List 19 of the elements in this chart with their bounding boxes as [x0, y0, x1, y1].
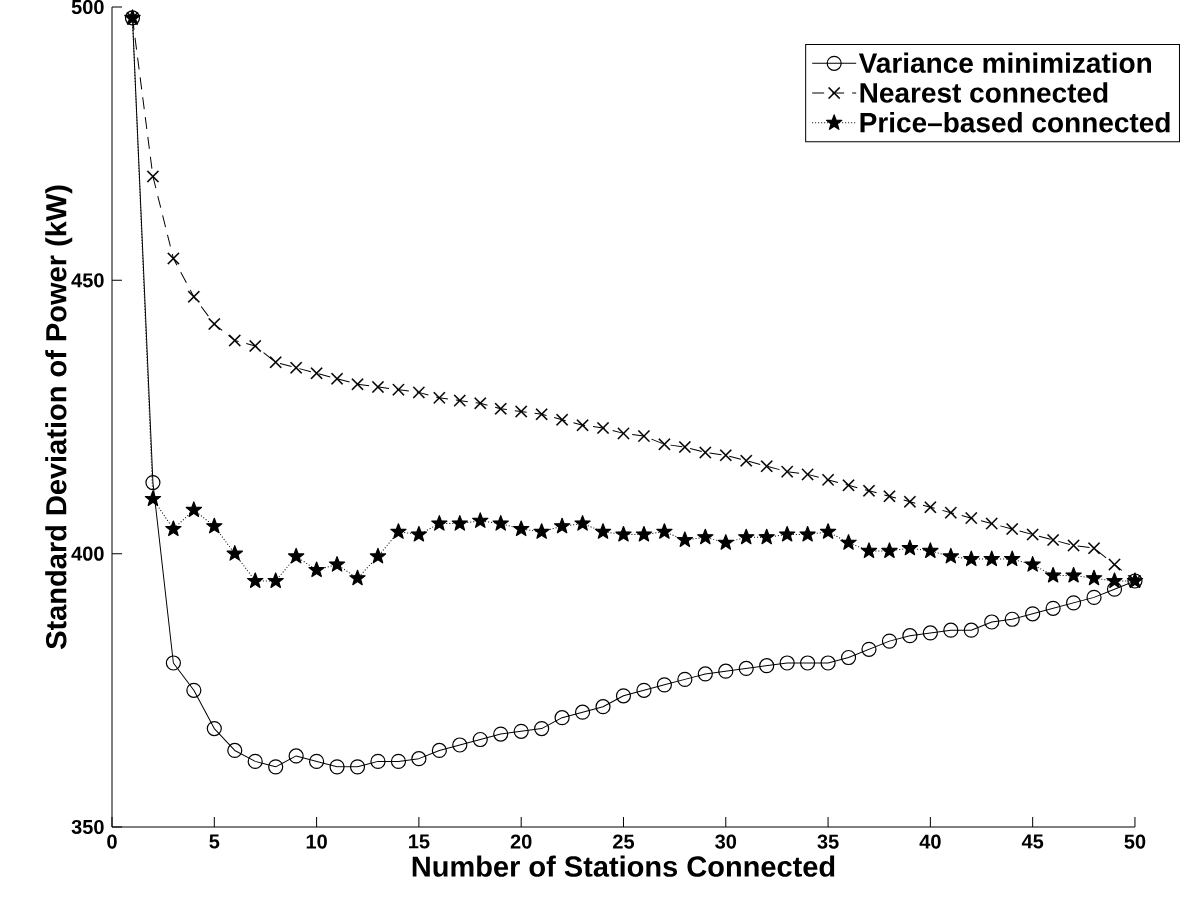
legend-label: Variance minimization [858, 52, 1152, 73]
x-tick-label: 25 [613, 834, 635, 849]
x-tick-label: 20 [510, 834, 532, 849]
x-tick-label: 5 [209, 834, 220, 849]
x-tick-label: 15 [409, 834, 430, 849]
x-tick-label: 50 [1124, 834, 1146, 849]
y-tick-label: 400 [71, 546, 104, 561]
x-axis-title: Number of Stations Connected [412, 855, 835, 877]
x-tick-label: 10 [306, 834, 327, 849]
y-tick-label: 500 [71, 0, 104, 15]
legend-label: Price–based connected [860, 111, 1170, 133]
x-tick-label: 45 [1021, 834, 1044, 849]
legend-label: Nearest connected [860, 82, 1108, 103]
y-tick-label: 450 [71, 273, 104, 288]
x-tick-label: 40 [919, 834, 941, 849]
x-tick-label: 35 [817, 834, 839, 849]
x-tick-label: 0 [107, 834, 117, 849]
y-tick-label: 350 [71, 819, 104, 835]
x-tick-label: 30 [715, 834, 737, 849]
